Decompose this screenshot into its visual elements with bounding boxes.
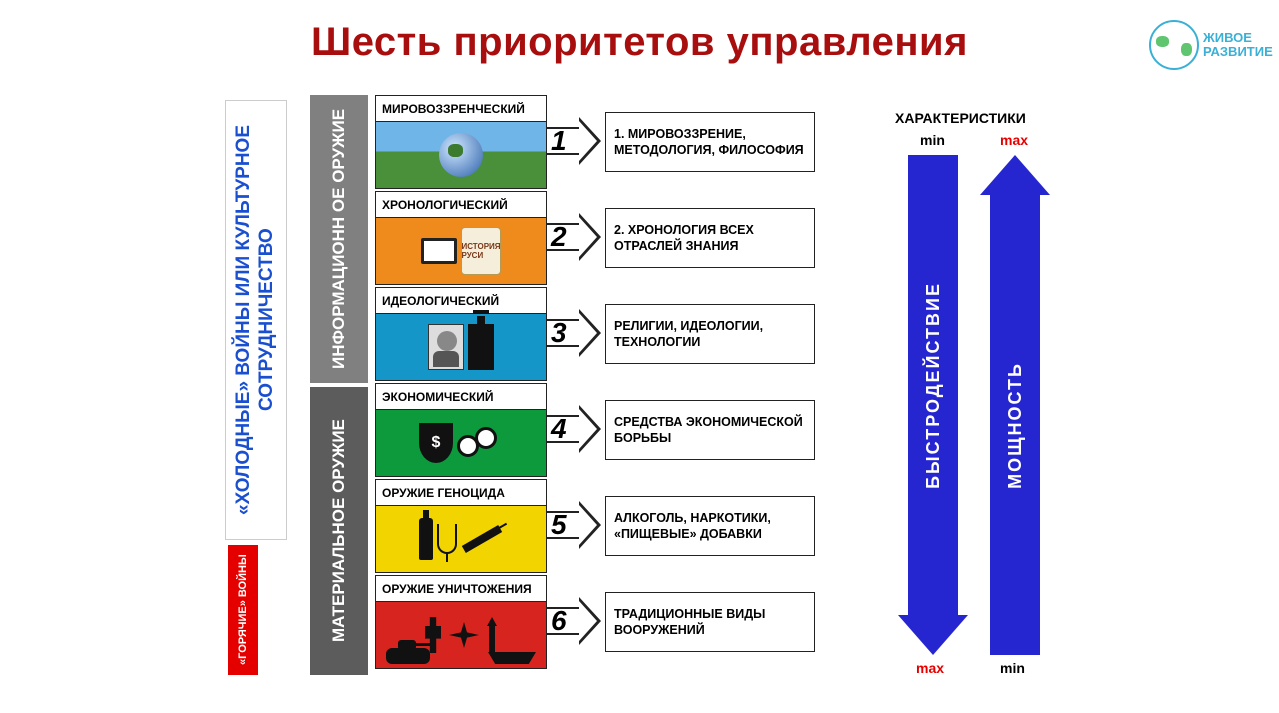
globe-icon xyxy=(1149,20,1199,70)
row-4-image: $ xyxy=(376,410,546,476)
row-6-label: ОРУЖИЕ УНИЧТОЖЕНИЯ xyxy=(376,576,546,602)
book-icon xyxy=(421,238,457,264)
row-6-number: 6 xyxy=(551,605,567,637)
arrow1-top-label: min xyxy=(920,132,945,148)
ship-icon xyxy=(488,652,536,664)
row-2-label: ХРОНОЛОГИЧЕСКИЙ xyxy=(376,192,546,218)
row-1-desc: 1. МИРОВОЗЗРЕНИЕ, МЕТОДОЛОГИЯ, ФИЛОСОФИЯ xyxy=(605,112,815,172)
syringe-icon xyxy=(462,525,502,553)
priority-row-3: ИДЕОЛОГИЧЕСКИЙ 3 РЕЛИГИИ, ИДЕОЛОГИИ, ТЕХ… xyxy=(375,287,875,381)
row-1-box: МИРОВОЗЗРЕНЧЕСКИЙ xyxy=(375,95,547,189)
earth-icon xyxy=(439,133,483,177)
row-2-box: ХРОНОЛОГИЧЕСКИЙ ИСТОРИЯРУСИ xyxy=(375,191,547,285)
characteristics-title: ХАРАКТЕРИСТИКИ xyxy=(895,110,1026,126)
bottle-icon xyxy=(419,518,433,560)
row-1-label: МИРОВОЗЗРЕНЧЕСКИЙ xyxy=(376,96,546,122)
church-icon xyxy=(468,324,494,370)
jet-icon xyxy=(449,622,479,648)
info-weapon-bar: ИНФОРМАЦИОНН ОЕ ОРУЖИЕ xyxy=(310,95,368,383)
hot-wars-label: «ГОРЯЧИЕ» ВОЙНЫ xyxy=(237,555,249,666)
material-weapon-bar: МАТЕРИАЛЬНОЕ ОРУЖИЕ xyxy=(310,387,368,675)
row-4-label: ЭКОНОМИЧЕСКИЙ xyxy=(376,384,546,410)
soldier-icon xyxy=(425,617,441,653)
speed-arrow-label: БЫСТРОДЕЙСТВИЕ xyxy=(923,282,944,489)
row-5-number: 5 xyxy=(551,509,567,541)
row-1-number: 1 xyxy=(551,125,567,157)
row-1-arrow: 1 xyxy=(547,95,599,189)
row-5-image xyxy=(376,506,546,572)
row-3-arrow: 3 xyxy=(547,287,599,381)
row-5-arrow: 5 xyxy=(547,479,599,573)
power-arrow: МОЩНОСТЬ xyxy=(980,155,1050,655)
row-5-label: ОРУЖИЕ ГЕНОЦИДА xyxy=(376,480,546,506)
row-3-box: ИДЕОЛОГИЧЕСКИЙ xyxy=(375,287,547,381)
row-3-number: 3 xyxy=(551,317,567,349)
row-4-arrow: 4 xyxy=(547,383,599,477)
cold-wars-label: «ХОЛОДНЫЕ» ВОЙНЫ ИЛИ КУЛЬТУРНОЕ СОТРУДНИ… xyxy=(233,101,279,539)
row-3-desc: РЕЛИГИИ, ИДЕОЛОГИИ, ТЕХНОЛОГИИ xyxy=(605,304,815,364)
logo-text: ЖИВОЕ РАЗВИТИЕ xyxy=(1203,31,1273,58)
row-2-image: ИСТОРИЯРУСИ xyxy=(376,218,546,284)
row-4-desc: СРЕДСТВА ЭКОНОМИЧЕСКОЙ БОРЬБЫ xyxy=(605,400,815,460)
row-5-desc: АЛКОГОЛЬ, НАРКОТИКИ, «ПИЩЕВЫЕ» ДОБАВКИ xyxy=(605,496,815,556)
arrow2-bottom-label: min xyxy=(1000,660,1025,676)
row-3-label: ИДЕОЛОГИЧЕСКИЙ xyxy=(376,288,546,314)
material-weapon-label: МАТЕРИАЛЬНОЕ ОРУЖИЕ xyxy=(329,420,349,643)
cold-wars-bar: «ХОЛОДНЫЕ» ВОЙНЫ ИЛИ КУЛЬТУРНОЕ СОТРУДНИ… xyxy=(225,100,287,540)
row-4-box: ЭКОНОМИЧЕСКИЙ $ xyxy=(375,383,547,477)
missile-icon xyxy=(487,617,497,653)
speed-arrow: БЫСТРОДЕЙСТВИЕ xyxy=(898,155,968,655)
row-2-number: 2 xyxy=(551,221,567,253)
row-6-arrow: 6 xyxy=(547,575,599,669)
coins-icon xyxy=(457,427,503,459)
arrow2-top-label: max xyxy=(1000,132,1028,148)
row-6-image xyxy=(376,602,546,668)
logo: ЖИВОЕ РАЗВИТИЕ xyxy=(1149,10,1269,80)
power-arrow-label: МОЩНОСТЬ xyxy=(1005,362,1026,489)
priority-row-6: ОРУЖИЕ УНИЧТОЖЕНИЯ 6 ТРАДИЦИОННЫЕ ВИДЫ В… xyxy=(375,575,875,669)
money-bag-icon: $ xyxy=(419,423,453,463)
tank-icon xyxy=(386,648,430,664)
row-1-image xyxy=(376,122,546,188)
glass-icon xyxy=(437,524,457,554)
priority-row-2: ХРОНОЛОГИЧЕСКИЙ ИСТОРИЯРУСИ 2 2. ХРОНОЛО… xyxy=(375,191,875,285)
arrow1-bottom-label: max xyxy=(916,660,944,676)
info-weapon-label: ИНФОРМАЦИОНН ОЕ ОРУЖИЕ xyxy=(329,109,349,369)
row-2-arrow: 2 xyxy=(547,191,599,285)
priority-row-5: ОРУЖИЕ ГЕНОЦИДА 5 АЛКОГОЛЬ, НАРКОТИКИ, «… xyxy=(375,479,875,573)
portrait-icon xyxy=(428,324,464,370)
row-3-image xyxy=(376,314,546,380)
priority-row-1: МИРОВОЗЗРЕНЧЕСКИЙ 1 1. МИРОВОЗЗРЕНИЕ, МЕ… xyxy=(375,95,875,189)
page-title: Шесть приоритетов управления xyxy=(0,20,1279,65)
scroll-icon: ИСТОРИЯРУСИ xyxy=(461,227,501,275)
row-2-desc: 2. ХРОНОЛОГИЯ ВСЕХ ОТРАСЛЕЙ ЗНАНИЯ xyxy=(605,208,815,268)
logo-line2: РАЗВИТИЕ xyxy=(1203,44,1273,59)
row-5-box: ОРУЖИЕ ГЕНОЦИДА xyxy=(375,479,547,573)
row-6-box: ОРУЖИЕ УНИЧТОЖЕНИЯ xyxy=(375,575,547,669)
priority-rows: МИРОВОЗЗРЕНЧЕСКИЙ 1 1. МИРОВОЗЗРЕНИЕ, МЕ… xyxy=(375,95,875,671)
hot-wars-bar: «ГОРЯЧИЕ» ВОЙНЫ xyxy=(228,545,258,675)
priority-row-4: ЭКОНОМИЧЕСКИЙ $ 4 СРЕДСТВА ЭКОНОМИЧЕСКОЙ… xyxy=(375,383,875,477)
row-6-desc: ТРАДИЦИОННЫЕ ВИДЫ ВООРУЖЕНИЙ xyxy=(605,592,815,652)
row-4-number: 4 xyxy=(551,413,567,445)
